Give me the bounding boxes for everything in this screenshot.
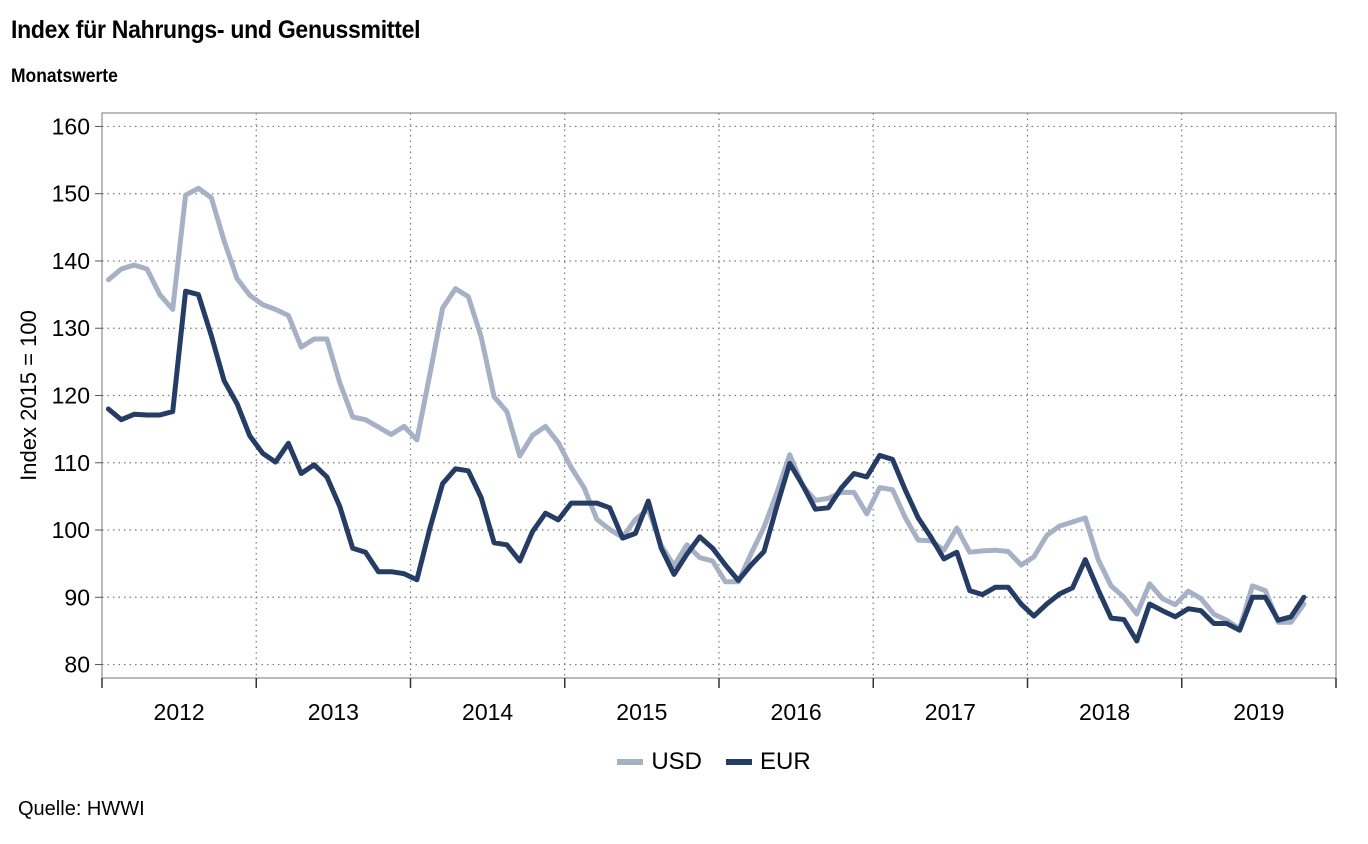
x-tick-label: 2018 — [1079, 699, 1130, 725]
y-tick-label: 80 — [64, 652, 90, 678]
grid — [102, 113, 1336, 678]
legend-item-eur: EUR — [726, 748, 811, 776]
chart-title: Index für Nahrungs- und Genussmittel — [11, 16, 421, 44]
series-line-usd — [105, 185, 1307, 632]
legend: USD EUR — [0, 748, 1368, 776]
legend-label-usd: USD — [651, 748, 702, 775]
x-axis: 2012 2013 2014 2015 2016 2017 2018 2019 — [101, 678, 1337, 725]
y-tick-label: 130 — [52, 315, 90, 341]
y-axis-label: Index 2015 = 100 — [16, 310, 41, 481]
y-tick-label: 120 — [52, 383, 90, 409]
x-tick-label: 2019 — [1233, 699, 1284, 725]
legend-swatch-eur — [726, 759, 752, 765]
x-tick-label: 2012 — [154, 699, 205, 725]
series-group — [105, 185, 1307, 644]
y-axis: 80 90 100 110 120 130 140 150 160 — [52, 113, 102, 678]
y-tick-label: 140 — [52, 248, 90, 274]
y-tick-label: 100 — [52, 517, 90, 543]
x-tick-label: 2015 — [616, 699, 667, 725]
y-tick-label: 160 — [52, 113, 90, 139]
legend-item-usd: USD — [617, 748, 702, 776]
x-tick-label: 2016 — [771, 699, 822, 725]
y-tick-label: 150 — [52, 181, 90, 207]
y-tick-label: 90 — [64, 584, 90, 610]
x-tick-label: 2017 — [925, 699, 976, 725]
source-note: Quelle: HWWI — [18, 798, 145, 820]
legend-swatch-usd — [617, 759, 644, 765]
series-line-eur — [105, 288, 1307, 644]
x-tick-label: 2013 — [308, 699, 359, 725]
y-tick-label: 110 — [53, 450, 90, 476]
x-tick-label: 2014 — [462, 699, 513, 725]
legend-label-eur: EUR — [760, 748, 811, 775]
chart-subtitle: Monatswerte — [11, 66, 118, 87]
